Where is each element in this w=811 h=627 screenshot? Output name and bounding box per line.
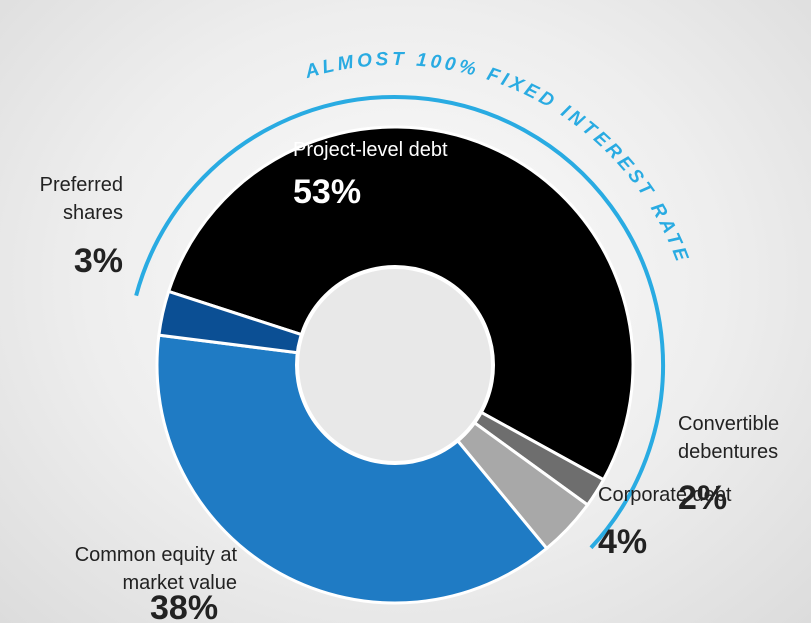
value-label: 38% <box>150 589 219 627</box>
category-label: Convertible debentures <box>678 413 780 463</box>
category-label: Common equity at market value <box>74 544 237 594</box>
value-label: 2% <box>678 479 728 517</box>
value-label: 4% <box>598 523 648 561</box>
category-label: Project-level debt <box>293 139 448 161</box>
value-label: 3% <box>73 242 123 280</box>
annotation-arc <box>134 95 665 550</box>
donut-hole <box>295 265 495 465</box>
value-label: 53% <box>293 173 362 211</box>
category-label: Corporate debt <box>598 484 732 506</box>
category-label: Preferred shares <box>39 174 123 224</box>
